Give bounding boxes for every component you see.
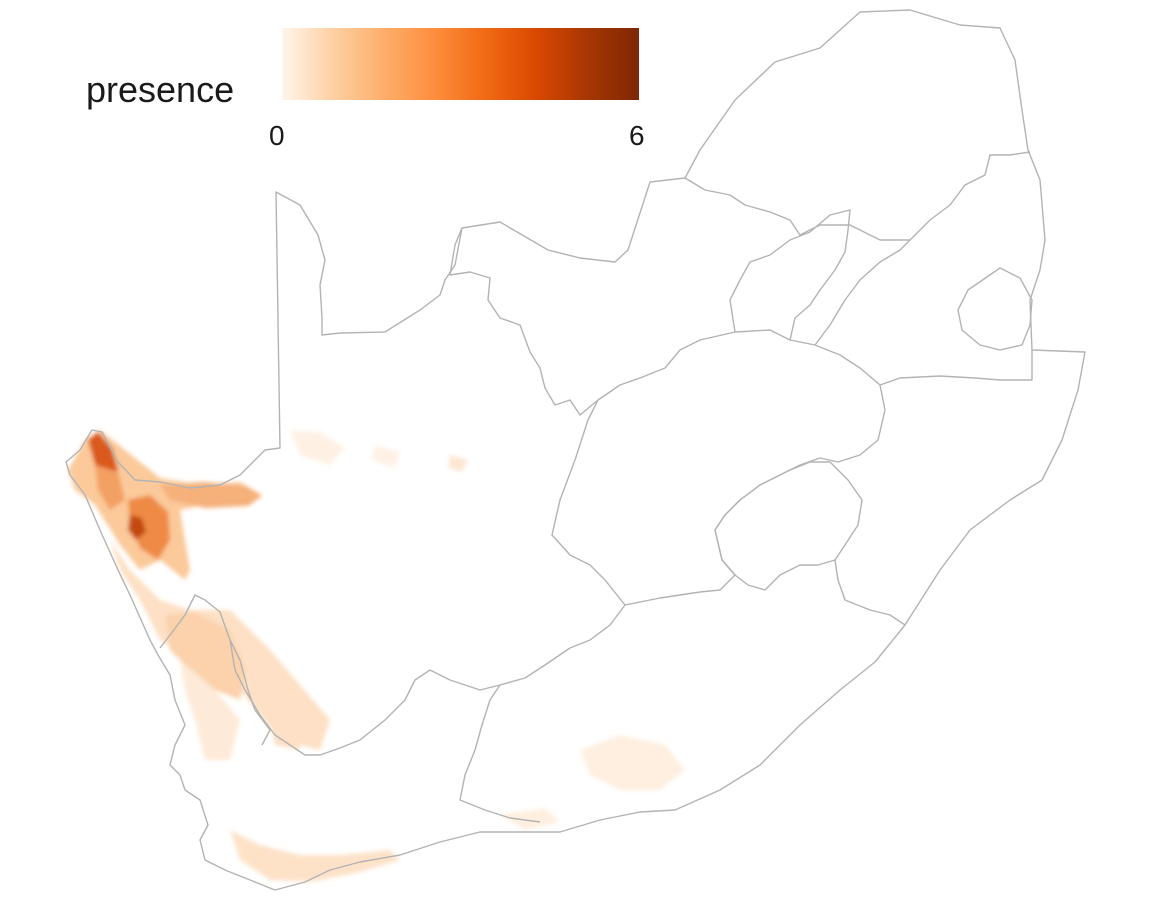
legend-color-bar <box>282 28 639 100</box>
presence-area-karoo-specks-3 <box>448 455 468 472</box>
province-border-nc-nw <box>449 227 666 416</box>
presence-raster <box>68 430 685 882</box>
province-border-wc-ec <box>459 684 541 823</box>
province-border-nc-ec <box>159 594 626 756</box>
province-border-free-state <box>624 329 886 606</box>
presence-area-west-coast <box>180 660 240 760</box>
map-boundaries <box>65 9 1086 891</box>
presence-area-core-2 <box>95 465 125 510</box>
presence-area-richtersveld <box>88 432 118 480</box>
presence-area-core-1 <box>128 495 170 560</box>
country-outline <box>65 9 1086 891</box>
legend-tick-min: 0 <box>269 120 285 151</box>
presence-area-border-strip <box>160 482 262 508</box>
province-border-nc-fs <box>551 399 626 606</box>
presence-area-eastern-cape <box>580 735 685 790</box>
lesotho-outline <box>714 461 863 591</box>
province-border-mp-nw <box>814 239 911 346</box>
province-border-nc-wc-inner <box>229 639 271 746</box>
presence-area-mossel <box>500 808 560 830</box>
presence-area-karoo-specks-4 <box>270 720 300 750</box>
presence-area-karoo-specks <box>290 430 345 465</box>
legend-title: presence <box>86 69 235 110</box>
province-border-limpopo <box>684 151 1031 241</box>
province-border-gauteng <box>729 209 851 341</box>
presence-area-south-coast <box>230 830 400 882</box>
province-border-kzn-fs <box>879 350 1033 386</box>
presence-area-karoo-specks-2 <box>372 445 400 468</box>
eswatini-outline <box>957 267 1033 351</box>
province-border-kzn-ec <box>834 559 906 626</box>
presence-area-cederberg <box>165 612 245 700</box>
presence-area-core-3 <box>128 515 146 540</box>
legend-tick-max: 6 <box>629 120 645 151</box>
